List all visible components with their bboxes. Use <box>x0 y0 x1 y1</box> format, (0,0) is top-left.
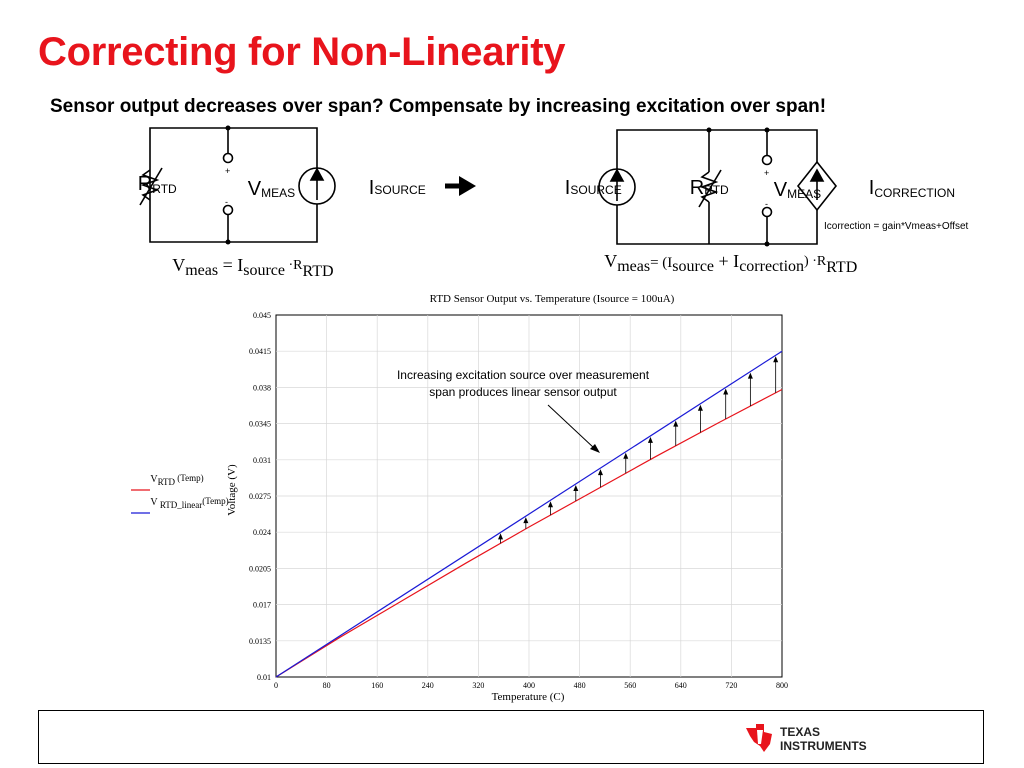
left-equation: Vmeas = Isource ·RRTD <box>150 255 347 280</box>
x-tick-label: 400 <box>523 681 535 690</box>
right-v-label: VMEAS <box>746 179 838 203</box>
correction-arrow <box>573 484 579 502</box>
x-tick-label: 240 <box>422 681 434 690</box>
x-tick-label: 640 <box>675 681 687 690</box>
junction-dot <box>225 239 231 245</box>
left-minus: - <box>225 197 228 207</box>
annotation-arrow <box>547 404 600 453</box>
rtd-chart: RTD Sensor Output vs. Temperature (Isour… <box>131 293 788 703</box>
page-title: Correcting for Non-Linearity <box>38 30 566 74</box>
x-tick-label: 320 <box>472 681 484 690</box>
correction-arrow <box>673 420 679 446</box>
right-equation: Vmeas= (Isource + Icorrection) ·RRTD <box>582 251 871 276</box>
chart-title: RTD Sensor Output vs. Temperature (Isour… <box>430 293 675 305</box>
correction-arrow <box>747 372 753 407</box>
correction-arrow <box>697 404 703 433</box>
y-tick-label: 0.01 <box>257 673 271 682</box>
y-tick-label: 0.0205 <box>249 564 271 573</box>
grid <box>276 315 782 677</box>
correction-arrow <box>723 388 729 419</box>
legend-linear-label: V RTD_linear(Temp) <box>133 496 241 510</box>
footer-box <box>38 710 984 764</box>
series-rtd-line <box>275 388 783 678</box>
junction-dot <box>764 241 770 247</box>
correction-arrow <box>548 501 554 516</box>
x-tick-label: 0 <box>274 681 278 690</box>
correction-formula: Icorrection = gain*Vmeas+Offset <box>824 221 969 232</box>
left-circuit <box>139 127 336 243</box>
circuit-diagrams: RRTD + - VMEAS ISOURCE Vmeas = Isource ·… <box>110 125 972 280</box>
x-axis-label: Temperature (C) <box>492 691 565 703</box>
left-i-label: ISOURCE <box>341 177 442 199</box>
junction-dot <box>225 125 231 131</box>
y-tick-label: 0.0275 <box>249 492 271 501</box>
annotation-line-1: Increasing excitation source over measur… <box>397 368 650 382</box>
correction-arrows <box>498 356 779 544</box>
y-tick-label: 0.0415 <box>249 347 271 356</box>
right-minus: - <box>765 199 768 209</box>
svg-text:TEXAS: TEXAS <box>780 725 820 739</box>
left-plus: + <box>225 166 230 176</box>
left-r-label: RRTD <box>110 173 193 198</box>
correction-arrow <box>773 356 779 393</box>
x-tick-label: 160 <box>371 681 383 690</box>
y-tick-label: 0.031 <box>253 456 271 465</box>
left-v-label: VMEAS <box>220 178 312 202</box>
right-circuit <box>598 129 838 245</box>
series-linear-line <box>275 350 783 678</box>
junction-dot <box>764 127 770 133</box>
right-i-label: ISOURCE <box>537 177 638 199</box>
y-tick-label: 0.045 <box>253 311 271 320</box>
x-tick-labels: 0 80 160 240 320 400 480 560 640 720 800 <box>274 681 788 690</box>
junction-dot <box>706 127 712 133</box>
y-tick-label: 0.0135 <box>249 637 271 646</box>
y-tick-label: 0.038 <box>253 383 271 392</box>
annotation-line-2: span produces linear sensor output <box>429 385 617 399</box>
y-tick-label: 0.024 <box>253 528 271 537</box>
correction-arrow <box>647 436 653 460</box>
legend: VRTD (Temp) V RTD_linear(Temp) <box>131 473 241 514</box>
right-ic-label: ICORRECTION <box>841 177 972 202</box>
y-axis-label: Voltage (V) <box>226 464 238 516</box>
y-tick-labels: 0.045 0.0415 0.038 0.0345 0.031 0.0275 0.024 0.… <box>249 311 271 682</box>
right-arrow-icon <box>445 176 476 196</box>
correction-arrow <box>523 517 529 529</box>
correction-arrow <box>623 452 629 474</box>
y-tick-label: 0.0345 <box>249 420 271 429</box>
correction-arrow <box>597 469 603 488</box>
series-lines <box>275 350 783 678</box>
correction-arrow <box>498 533 504 544</box>
x-tick-label: 800 <box>776 681 788 690</box>
right-r-label: RRTD <box>662 177 745 199</box>
texas-instruments-logo: TEXAS INSTRUMENTS <box>746 724 867 753</box>
y-tick-label: 0.017 <box>253 601 271 610</box>
legend-rtd-label: VRTD (Temp) <box>133 473 216 487</box>
right-plus: + <box>764 168 769 178</box>
x-tick-label: 720 <box>725 681 737 690</box>
x-tick-label: 80 <box>323 681 331 690</box>
page-subtitle: Sensor output decreases over span? Compe… <box>50 96 827 117</box>
x-tick-label: 560 <box>624 681 636 690</box>
x-tick-label: 480 <box>574 681 586 690</box>
svg-text:INSTRUMENTS: INSTRUMENTS <box>780 739 867 753</box>
